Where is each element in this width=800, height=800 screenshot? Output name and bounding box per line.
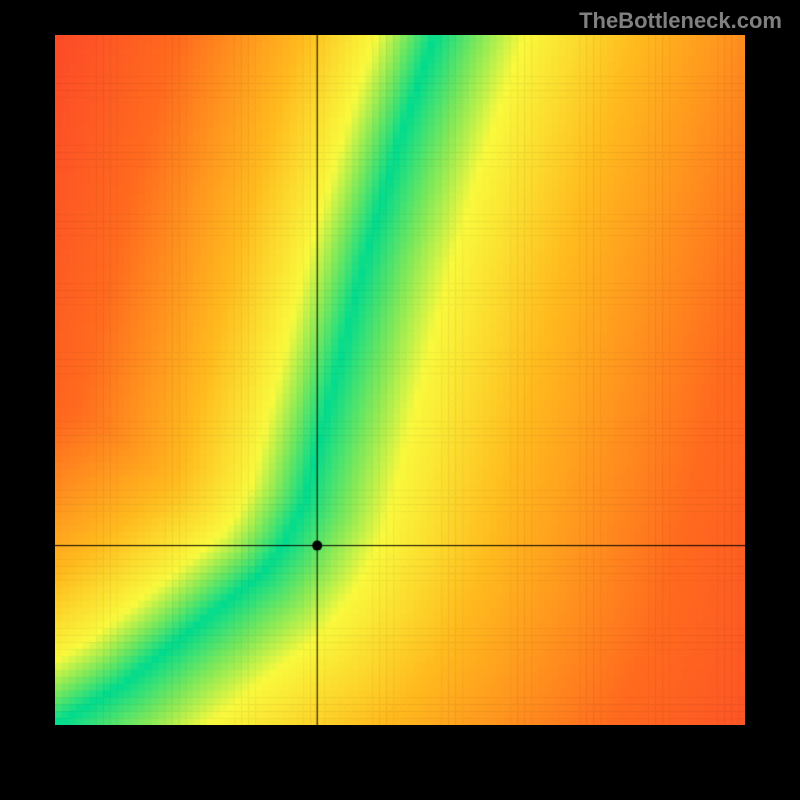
heatmap-chart [55, 35, 745, 725]
heatmap-canvas [55, 35, 745, 725]
watermark-text: TheBottleneck.com [579, 8, 782, 34]
